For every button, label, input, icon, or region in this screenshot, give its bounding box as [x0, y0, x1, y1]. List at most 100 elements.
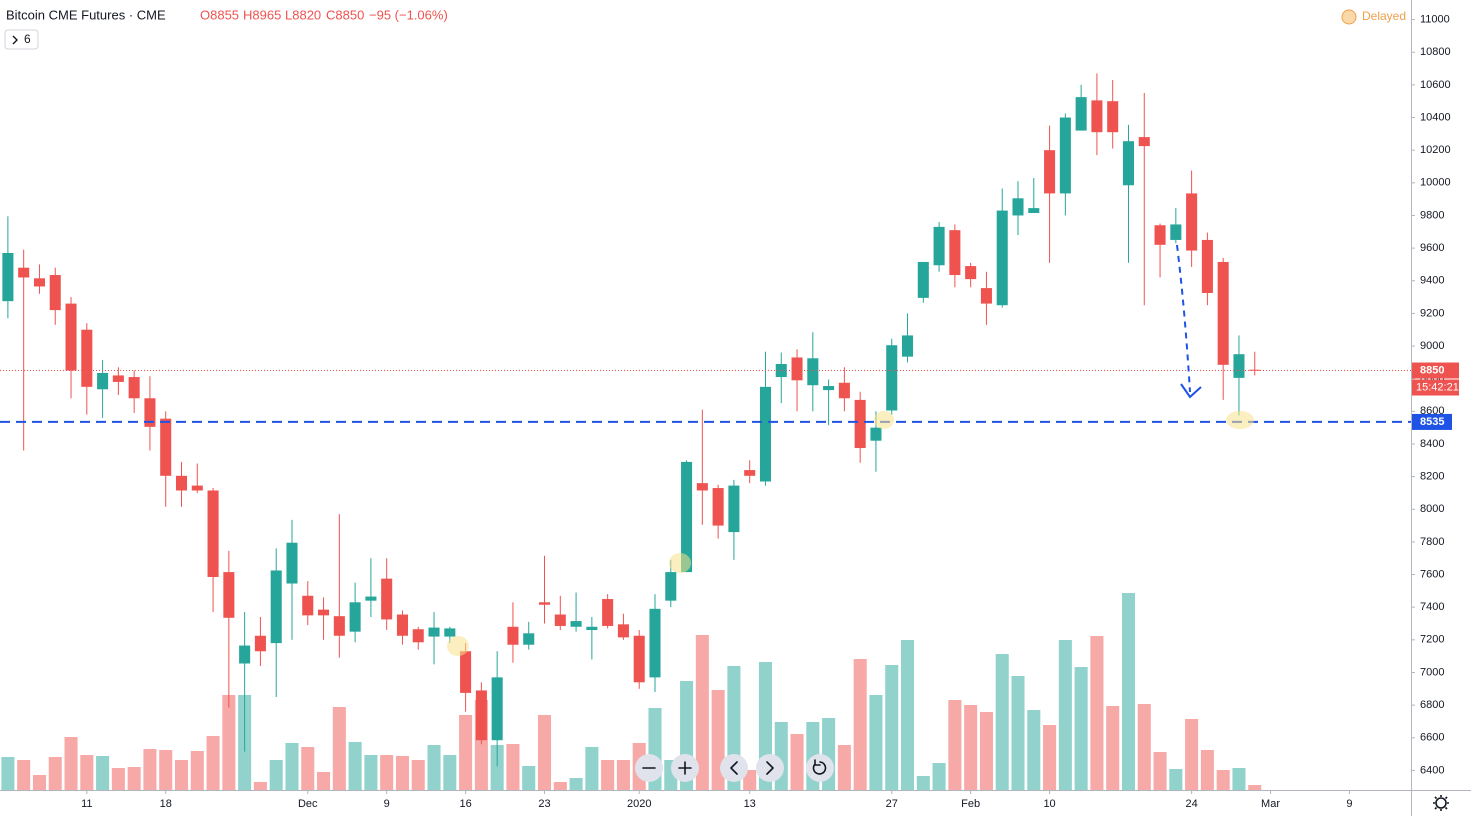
volume-bar — [64, 737, 78, 790]
candle-body — [1217, 261, 1229, 365]
candle-body — [191, 485, 203, 491]
price-layer — [0, 73, 1411, 767]
candle-body — [286, 542, 298, 584]
candle-body — [49, 275, 61, 311]
candle-body — [1028, 208, 1040, 214]
y-tick-label: 8000 — [1420, 503, 1444, 515]
scroll-right-button[interactable] — [756, 754, 784, 782]
candle-body — [980, 288, 992, 304]
y-tick-label: 9600 — [1420, 242, 1444, 254]
volume-bar — [537, 715, 552, 790]
candle-body — [1186, 193, 1198, 251]
last-price-label: 8850 — [1420, 364, 1444, 376]
candle-body — [823, 386, 835, 391]
candle-body — [854, 399, 866, 449]
volume-bar — [143, 749, 157, 790]
candle-body — [1138, 137, 1150, 147]
y-tick-label: 9400 — [1420, 275, 1444, 287]
candle-body — [81, 329, 93, 387]
volume-bar — [285, 743, 299, 790]
candle-body — [917, 261, 929, 298]
y-tick-label: 6400 — [1420, 764, 1444, 776]
candle-body — [128, 377, 140, 399]
candle-body — [712, 488, 724, 526]
x-tick-label: 9 — [384, 798, 390, 810]
volume-bar — [553, 782, 567, 790]
volume-bar — [1106, 706, 1120, 790]
candle-body — [270, 570, 282, 644]
volume-bar — [616, 760, 630, 790]
volume-bar — [253, 782, 267, 790]
candle-body — [65, 303, 77, 371]
candle-body — [554, 614, 566, 626]
candle-body — [665, 572, 677, 601]
volume-bar — [1121, 593, 1136, 790]
candle-body — [444, 628, 456, 637]
y-tick-label: 6800 — [1420, 699, 1444, 711]
volume-bar — [995, 654, 1009, 790]
candle-body — [428, 627, 440, 637]
volume-bar — [127, 767, 141, 790]
x-tick-label: 2020 — [627, 798, 651, 810]
volume-bar — [411, 760, 425, 790]
candle-body — [1170, 224, 1182, 240]
y-tick-label: 11000 — [1420, 13, 1450, 25]
y-tick-label: 10800 — [1420, 46, 1451, 58]
candle-body — [1075, 97, 1087, 131]
volume-bar — [190, 751, 204, 790]
x-tick-label: 13 — [744, 798, 756, 810]
x-tick-label: 24 — [1185, 798, 1197, 810]
volume-bar — [569, 778, 583, 790]
y-tick-label: 9800 — [1420, 209, 1444, 221]
indicator-count: 6 — [24, 32, 31, 46]
volume-bar — [427, 745, 441, 790]
volume-bar — [1137, 704, 1151, 790]
candle-body — [97, 372, 109, 390]
zoom-in-button[interactable] — [671, 754, 699, 782]
y-tick-label: 9000 — [1420, 340, 1444, 352]
candle-body — [1044, 150, 1056, 194]
candle-body — [33, 278, 45, 287]
volume-bar — [1058, 640, 1072, 790]
hline-label: 8535 — [1420, 416, 1444, 428]
y-tick-label: 10600 — [1420, 79, 1451, 91]
candle-body — [18, 267, 30, 278]
scroll-left-button[interactable] — [720, 754, 748, 782]
candle-body — [349, 602, 361, 632]
y-tick-label: 8200 — [1420, 471, 1444, 483]
candle-body — [2, 252, 14, 302]
volume-bar — [1043, 725, 1057, 790]
x-tick-label: Feb — [961, 798, 980, 810]
volume-bar — [948, 700, 962, 790]
highlight — [874, 411, 894, 429]
settings-button[interactable] — [1433, 795, 1449, 811]
x-tick-label: 10 — [1043, 798, 1055, 810]
x-tick-label: 9 — [1346, 798, 1352, 810]
ohlc-high: H8965 — [243, 7, 281, 22]
x-tick-label: Dec — [298, 798, 318, 810]
volume-bar — [1027, 710, 1041, 790]
candle-body — [775, 363, 787, 378]
volume-bar — [206, 736, 220, 790]
x-tick-label: Mar — [1261, 798, 1280, 810]
candle-body — [1012, 198, 1024, 216]
candle-body — [1201, 239, 1213, 293]
candle-body — [602, 599, 614, 626]
volume-bar — [601, 760, 615, 790]
zoom-out-button[interactable] — [635, 754, 663, 782]
volume-bar — [96, 756, 110, 790]
volume-bar — [964, 705, 978, 790]
candle-body — [412, 629, 424, 643]
volume-bar — [1232, 768, 1246, 790]
reset-button[interactable] — [806, 754, 834, 782]
candle-body — [728, 485, 740, 533]
candle-body — [681, 461, 693, 573]
x-tick-label: 23 — [538, 798, 550, 810]
y-tick-label: 6600 — [1420, 732, 1444, 744]
y-tick-label: 9200 — [1420, 307, 1444, 319]
volume-bar — [80, 755, 94, 790]
indicators-toggle[interactable]: 6 — [4, 29, 39, 50]
volume-bar — [490, 745, 504, 790]
candle-body — [744, 470, 756, 476]
